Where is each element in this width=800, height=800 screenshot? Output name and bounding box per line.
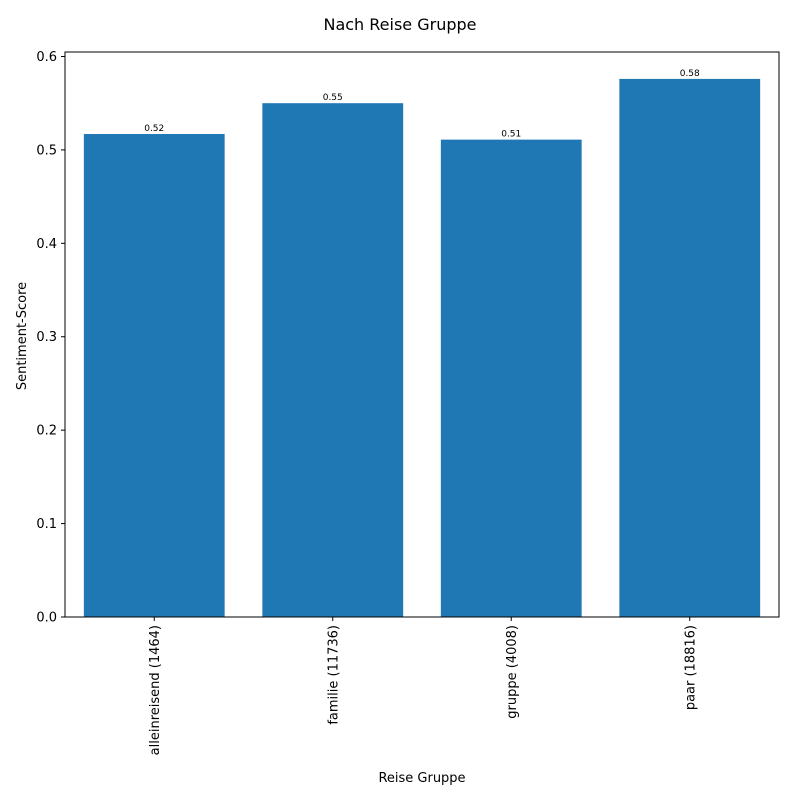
y-axis: 0.0 0.1 0.2 0.3 0.4 0.5 0.6 — [36, 50, 65, 626]
y-tick-label: 0.0 — [36, 611, 57, 626]
bar — [619, 78, 761, 617]
x-tick-label: paar (18816) — [683, 625, 698, 710]
chart-title: Nach Reise Gruppe — [323, 15, 476, 34]
bar — [262, 103, 404, 617]
y-tick-label: 0.3 — [36, 330, 57, 345]
bar-value-label: 0.58 — [680, 69, 700, 79]
x-axis: alleinreisend (1464) familie (11736) grupp… — [148, 617, 698, 755]
x-tick-label: gruppe (4008) — [505, 625, 520, 719]
y-tick-label: 0.1 — [36, 517, 57, 532]
bar-value-label: 0.52 — [144, 124, 164, 134]
bar — [83, 134, 225, 617]
bar-value-label: 0.55 — [323, 93, 343, 103]
bars — [83, 78, 761, 617]
value-labels: 0.52 0.55 0.51 0.58 — [144, 69, 700, 140]
x-axis-title: Reise Gruppe — [378, 771, 465, 786]
y-axis-title: Sentiment-Score — [15, 282, 30, 390]
y-tick-label: 0.2 — [36, 424, 57, 439]
plot-frame — [64, 51, 780, 618]
x-tick-label: familie (11736) — [326, 625, 341, 725]
x-tick-label: alleinreisend (1464) — [148, 625, 163, 755]
y-tick-label: 0.4 — [36, 237, 57, 252]
y-tick-label: 0.5 — [36, 143, 57, 158]
bar-value-label: 0.51 — [501, 130, 521, 140]
y-tick-label: 0.6 — [36, 50, 57, 65]
bar — [440, 139, 582, 617]
